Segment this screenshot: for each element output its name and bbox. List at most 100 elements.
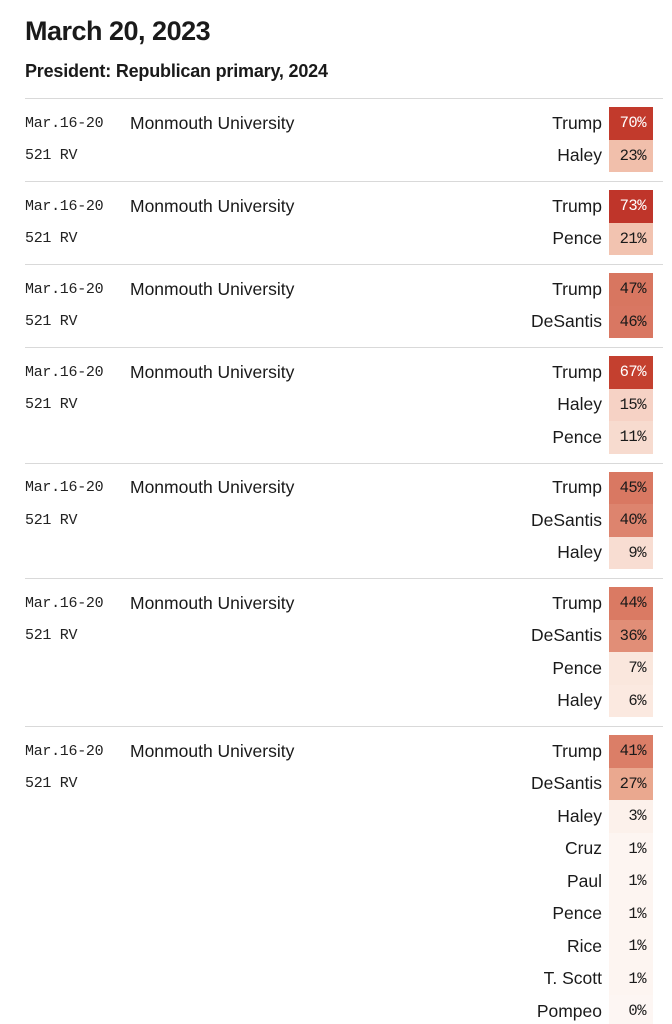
candidate-name: Pence (552, 657, 602, 678)
poll-sample-size: 521 RV (25, 313, 78, 331)
poll-results: Trump 41% DeSantis 27% Haley 3% Cruz 1% … (531, 735, 653, 1024)
poll-list: Mar.16-20 521 RV Monmouth University Tru… (25, 98, 663, 1024)
result-row: Trump 70% (552, 107, 653, 140)
result-row: Trump 73% (552, 190, 653, 223)
candidate-name: DeSantis (530, 509, 602, 530)
poll-meta: Mar.16-20 521 RV (25, 472, 130, 537)
candidate-name: DeSantis (530, 311, 602, 332)
category-title: President: Republican primary, 2024 (25, 61, 328, 81)
candidate-name: Trump (552, 112, 602, 133)
poll-results: Trump 45% DeSantis 40% Haley 9% (530, 471, 653, 569)
result-percentage-chip: 1% (609, 930, 653, 963)
candidate-name: Pence (552, 228, 602, 249)
candidate-name: Haley (557, 805, 602, 826)
candidate-name: Trump (552, 477, 602, 498)
poll-dates: Mar.16-20 (25, 594, 104, 612)
result-percentage-chip: 46% (609, 305, 653, 338)
result-percentage-chip: 6% (609, 684, 653, 717)
poll-meta: Mar.16-20 521 RV (25, 356, 130, 421)
poll-sample-size: 521 RV (25, 230, 78, 248)
candidate-name: Trump (552, 195, 602, 216)
result-row: Haley 3% (531, 800, 653, 833)
result-row: Haley 9% (531, 536, 653, 569)
page-title: March 20, 2023 (25, 16, 211, 46)
result-percentage-chip: 73% (609, 190, 653, 223)
result-percentage-chip: 41% (609, 735, 653, 768)
result-percentage-chip: 1% (609, 897, 653, 930)
candidate-name: Pence (552, 426, 602, 447)
result-percentage-chip: 11% (609, 421, 653, 454)
result-row: Pence 11% (552, 421, 653, 454)
pollster-name[interactable]: Monmouth University (130, 361, 295, 382)
poll-dates: Mar.16-20 (25, 114, 104, 132)
pollster-name[interactable]: Monmouth University (130, 278, 295, 299)
poll-sample-size: 521 RV (25, 627, 78, 645)
result-row: Haley 23% (552, 139, 653, 172)
result-row: Haley 15% (552, 388, 653, 421)
result-row: Pence 7% (531, 652, 653, 685)
candidate-name: Trump (552, 740, 602, 761)
result-row: Haley 6% (531, 684, 653, 717)
poll-dates: Mar.16-20 (25, 197, 104, 215)
poll-results: Trump 73% Pence 21% (552, 190, 653, 255)
candidate-name: Pompeo (536, 1000, 602, 1021)
result-row: DeSantis 36% (531, 619, 653, 652)
result-percentage-chip: 1% (609, 832, 653, 865)
result-percentage-chip: 45% (609, 471, 653, 504)
poll-dates: Mar.16-20 (25, 280, 104, 298)
poll-row: Mar.16-20 521 RV Monmouth University Tru… (25, 462, 663, 579)
result-percentage-chip: 47% (609, 273, 653, 306)
poll-dates: Mar.16-20 (25, 363, 104, 381)
result-row: Pompeo 0% (531, 995, 653, 1024)
poll-meta: Mar.16-20 521 RV (25, 735, 130, 800)
result-percentage-chip: 7% (609, 652, 653, 685)
result-percentage-chip: 40% (609, 504, 653, 537)
poll-sample-size: 521 RV (25, 396, 78, 414)
result-percentage-chip: 9% (609, 536, 653, 569)
poll-results: Trump 47% DeSantis 46% (531, 273, 653, 338)
poll-row: Mar.16-20 521 RV Monmouth University Tru… (25, 98, 663, 181)
pollster-name[interactable]: Monmouth University (130, 195, 295, 216)
poll-row: Mar.16-20 521 RV Monmouth University Tru… (25, 347, 663, 463)
poll-results: Trump 67% Haley 15% Pence 11% (552, 356, 653, 454)
poll-row: Mar.16-20 521 RV Monmouth University Tru… (25, 181, 663, 264)
poll-meta: Mar.16-20 521 RV (25, 107, 130, 172)
poll-meta: Mar.16-20 521 RV (25, 273, 130, 338)
candidate-name: Trump (552, 278, 602, 299)
poll-meta: Mar.16-20 521 RV (25, 190, 130, 255)
result-percentage-chip: 1% (609, 962, 653, 995)
poll-dates: Mar.16-20 (25, 742, 104, 760)
candidate-name: Haley (557, 690, 602, 711)
candidate-name: Cruz (565, 838, 602, 859)
result-percentage-chip: 21% (609, 222, 653, 255)
pollster-name[interactable]: Monmouth University (130, 477, 295, 498)
poll-sample-size: 521 RV (25, 775, 78, 793)
poll-row: Mar.16-20 521 RV Monmouth University Tru… (25, 578, 663, 726)
candidate-name: Trump (552, 592, 602, 613)
poll-results: Trump 44% DeSantis 36% Pence 7% Haley 6% (531, 587, 653, 717)
result-percentage-chip: 36% (609, 619, 653, 652)
result-percentage-chip: 23% (609, 139, 653, 172)
poll-results: Trump 70% Haley 23% (552, 107, 653, 172)
result-percentage-chip: 0% (609, 995, 653, 1024)
result-percentage-chip: 70% (609, 107, 653, 140)
result-percentage-chip: 1% (609, 865, 653, 898)
result-row: T. Scott 1% (531, 962, 653, 995)
pollster-name[interactable]: Monmouth University (130, 740, 295, 761)
candidate-name: Haley (557, 145, 602, 166)
result-row: Trump 44% (531, 587, 653, 620)
pollster-name[interactable]: Monmouth University (130, 112, 295, 133)
result-percentage-chip: 44% (609, 587, 653, 620)
result-percentage-chip: 27% (609, 767, 653, 800)
result-row: Rice 1% (531, 930, 653, 963)
result-percentage-chip: 67% (609, 356, 653, 389)
candidate-name: T. Scott (543, 968, 602, 989)
poll-meta: Mar.16-20 521 RV (25, 587, 130, 652)
result-row: Pence 21% (552, 222, 653, 255)
poll-row: Mar.16-20 521 RV Monmouth University Tru… (25, 726, 663, 1024)
pollster-name[interactable]: Monmouth University (130, 592, 295, 613)
result-percentage-chip: 15% (609, 388, 653, 421)
result-row: DeSantis 27% (531, 767, 653, 800)
result-row: Cruz 1% (531, 832, 653, 865)
